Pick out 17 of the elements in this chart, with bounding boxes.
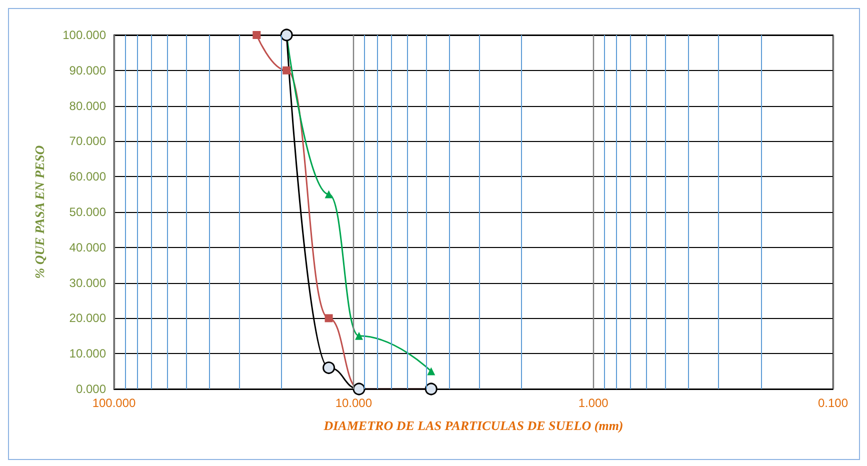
x-tick-label: 0.100 [818,396,848,410]
y-tick-label: 90.000 [69,63,106,78]
y-tick-label: 80.000 [69,98,106,113]
x-tick-label: 100.000 [92,396,136,410]
y-tick-label: 70.000 [69,134,106,148]
x-tick-label: 10.000 [335,396,372,410]
y-axis-title: % QUE PASA EN PESO [32,144,47,279]
x-axis-title: DIAMETRO DE LAS PARTICULAS DE SUELO (mm) [322,418,624,433]
y-tick-label: 60.000 [69,170,106,184]
y-tick-label: 20.000 [69,311,106,326]
y-tick-label: 30.000 [69,276,106,290]
y-tick-label: 10.000 [69,346,106,361]
y-tick-label: 50.000 [69,205,106,219]
y-tick-label: 40.000 [69,240,106,254]
y-tick-label: 100.000 [62,28,106,42]
x-tick-label: 1.000 [578,396,609,410]
y-tick-label: 0.000 [76,382,106,396]
